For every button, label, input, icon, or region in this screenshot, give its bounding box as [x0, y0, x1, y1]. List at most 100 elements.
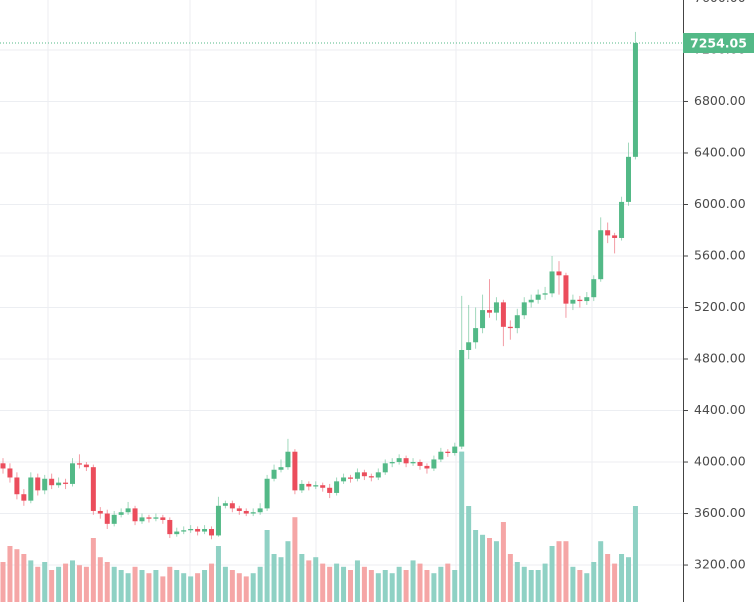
candle-body: [612, 235, 618, 238]
y-tick-label: 5600.00: [694, 247, 746, 262]
time-grid: [47, 0, 593, 602]
y-tick-label: 4800.00: [694, 351, 746, 366]
y-tick-label: 3600.00: [694, 505, 746, 520]
volume-bar: [0, 562, 6, 602]
volume-bar: [285, 541, 291, 602]
candle-body: [632, 43, 638, 157]
candle-body: [542, 293, 548, 295]
volume-bar: [83, 566, 89, 602]
volume-bar: [605, 554, 611, 602]
volume-bar: [111, 566, 117, 602]
candle-body: [188, 528, 194, 531]
volume-bar: [619, 554, 625, 602]
candle-body: [70, 463, 75, 484]
candle-body: [236, 508, 242, 511]
volume-bar: [480, 534, 486, 602]
volume-bar: [403, 570, 409, 602]
candle-body: [375, 472, 381, 478]
candle-body: [125, 508, 131, 513]
volume-bar: [500, 522, 506, 602]
y-tick-label: 6800.00: [694, 93, 746, 108]
candle-body: [507, 326, 513, 329]
candle-body: [118, 512, 124, 515]
volume-bar: [14, 549, 20, 602]
candle-body: [473, 328, 479, 343]
candle-body: [389, 462, 395, 464]
candle-body: [202, 528, 208, 532]
candle-body: [417, 462, 423, 466]
candle-body: [195, 528, 201, 532]
candle-body: [382, 463, 388, 473]
candle-body: [7, 468, 13, 478]
volume-bars: [0, 451, 638, 602]
candle-body: [591, 279, 597, 298]
candle-body: [563, 275, 569, 304]
candle-body: [222, 503, 228, 506]
candle-body: [14, 477, 20, 495]
volume-bar: [97, 557, 103, 602]
price-axis-bg: [683, 0, 754, 602]
candle-body: [570, 299, 576, 304]
candle-body: [104, 513, 110, 524]
candles: [0, 31, 638, 540]
volume-bar: [438, 566, 444, 602]
candle-body: [313, 485, 319, 487]
candle-body: [56, 482, 62, 486]
candle-body: [549, 271, 555, 294]
volume-bar: [487, 538, 492, 602]
y-tick-label: 5200.00: [694, 299, 746, 314]
volume-bar: [445, 563, 451, 602]
candle-body: [459, 349, 465, 447]
volume-bar: [28, 560, 34, 602]
candle-body: [299, 483, 305, 491]
last-price-badge: [683, 33, 754, 54]
volume-bar: [104, 562, 110, 602]
volume-bar: [466, 506, 472, 602]
candle-body: [243, 510, 249, 514]
candle-body: [438, 451, 444, 460]
volume-bar: [132, 566, 138, 602]
y-tick-label: 6400.00: [694, 144, 746, 159]
volume-bar: [257, 566, 263, 602]
volume-bar: [598, 541, 604, 602]
volume-bar: [195, 573, 201, 602]
candle-body: [493, 302, 499, 313]
candle-body: [626, 156, 631, 202]
volume-bar: [452, 570, 458, 602]
candle-body: [28, 477, 34, 501]
volume-bar: [160, 576, 166, 602]
candle-body: [535, 294, 541, 300]
candle-body: [306, 483, 312, 487]
volume-bar: [35, 566, 41, 602]
volume-bar: [181, 573, 187, 602]
volume-bar: [549, 546, 555, 602]
volume-bar: [188, 576, 194, 602]
candle-body: [598, 230, 604, 280]
candle-body: [466, 342, 472, 350]
candle-body: [556, 271, 562, 276]
volume-bar: [626, 557, 631, 602]
volume-bar: [528, 570, 534, 602]
volume-bar: [348, 570, 353, 602]
volume-bar: [21, 554, 27, 602]
volume-bar: [424, 570, 430, 602]
volume-bar: [556, 541, 562, 602]
volume-bar: [417, 563, 423, 602]
volume-bar: [354, 560, 360, 602]
volume-bar: [410, 560, 416, 602]
candle-body: [320, 485, 326, 488]
volume-bar: [591, 562, 597, 602]
volume-bar: [139, 570, 145, 602]
y-tick-label: 3200.00: [694, 557, 746, 572]
volume-bar: [146, 573, 152, 602]
candle-body: [90, 467, 96, 511]
candle-body: [334, 481, 340, 493]
volume-bar: [292, 517, 298, 602]
candle-body: [153, 517, 159, 519]
candle-body: [146, 517, 152, 519]
candle-body: [424, 465, 430, 469]
volume-bar: [209, 563, 214, 602]
candle-body: [354, 472, 360, 479]
candle-body: [229, 503, 235, 509]
candle-body: [577, 299, 583, 302]
